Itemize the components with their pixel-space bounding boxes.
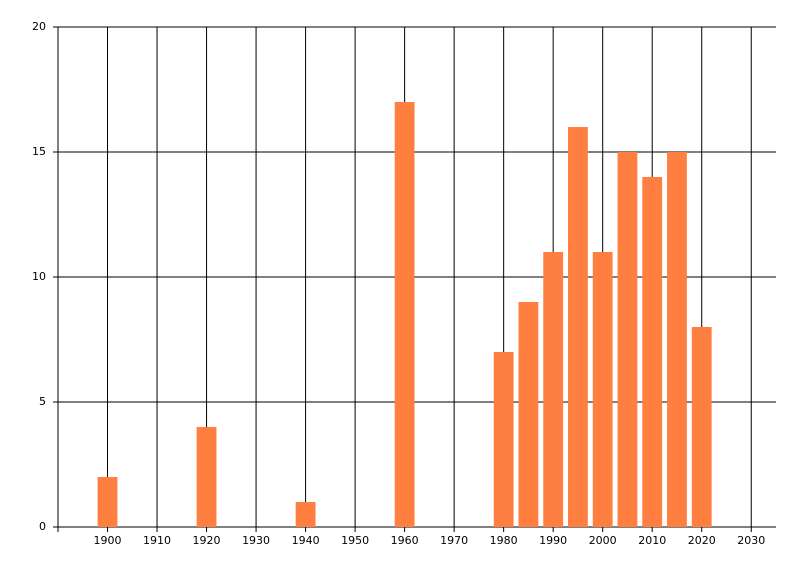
x-tick-label: 1920 bbox=[193, 534, 221, 547]
bar bbox=[667, 152, 687, 527]
x-tick-label: 1940 bbox=[292, 534, 320, 547]
y-tick-label: 15 bbox=[32, 145, 46, 158]
x-tick-label: 2010 bbox=[638, 534, 666, 547]
y-tick-label: 20 bbox=[32, 20, 46, 33]
x-tick-label: 1900 bbox=[94, 534, 122, 547]
bar bbox=[543, 252, 564, 527]
x-tick-label: 1960 bbox=[391, 534, 419, 547]
bar bbox=[394, 102, 415, 527]
bar bbox=[642, 177, 663, 527]
bar bbox=[617, 152, 638, 527]
y-tick-label: 10 bbox=[32, 270, 46, 283]
bar bbox=[592, 252, 613, 527]
bar bbox=[568, 127, 588, 527]
x-tick-label: 1950 bbox=[341, 534, 369, 547]
bar bbox=[493, 352, 514, 527]
y-tick-label: 5 bbox=[39, 395, 46, 408]
bar bbox=[196, 427, 217, 527]
bar bbox=[295, 502, 316, 527]
bar bbox=[518, 302, 539, 527]
x-tick-label: 1970 bbox=[440, 534, 468, 547]
x-tick-label: 1910 bbox=[143, 534, 171, 547]
bar bbox=[97, 477, 118, 527]
x-tick-label: 2000 bbox=[589, 534, 617, 547]
x-tick-label: 1990 bbox=[539, 534, 567, 547]
x-tick-label: 2030 bbox=[737, 534, 765, 547]
y-tick-label: 0 bbox=[39, 520, 46, 533]
x-tick-label: 1930 bbox=[242, 534, 270, 547]
bar bbox=[691, 327, 712, 527]
x-tick-label: 1980 bbox=[490, 534, 518, 547]
x-tick-label: 2020 bbox=[688, 534, 716, 547]
